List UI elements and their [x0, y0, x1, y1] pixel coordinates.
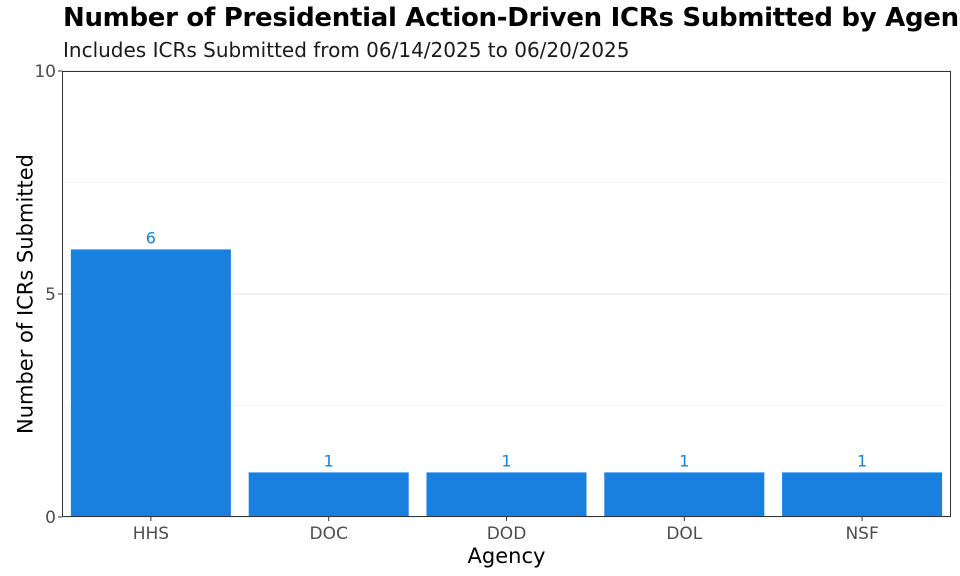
y-tick-label: 10	[34, 62, 56, 82]
x-axis-ticks: HHS DOC DOD DOL NSF	[133, 517, 879, 544]
x-tick-label-dod: DOD	[487, 524, 527, 544]
bar-dod	[426, 472, 587, 517]
y-tick-label: 5	[45, 285, 56, 305]
y-tick-label: 0	[45, 508, 56, 528]
y-axis-label: Number of ICRs Submitted	[13, 154, 37, 434]
bar-nsf	[782, 472, 943, 517]
data-label-dol: 1	[679, 451, 689, 470]
bar-hhs	[70, 249, 231, 517]
data-label-dod: 1	[501, 451, 511, 470]
data-label-doc: 1	[324, 451, 334, 470]
x-tick-label-hhs: HHS	[133, 524, 169, 544]
x-axis-label: Agency	[468, 544, 546, 568]
bar-dol	[604, 472, 765, 517]
x-tick-label-nsf: NSF	[845, 524, 878, 544]
plot-panel-border	[62, 71, 951, 517]
data-labels: 6 1 1 1 1	[146, 228, 867, 470]
bar-doc	[248, 472, 409, 517]
x-tick-label-dol: DOL	[666, 524, 702, 544]
bars	[70, 249, 943, 517]
chart-title: Number of Presidential Action-Driven ICR…	[63, 3, 960, 33]
chart-subtitle: Includes ICRs Submitted from 06/14/2025 …	[63, 38, 630, 62]
y-axis-ticks: 0 5 10	[34, 62, 62, 528]
x-tick-label-doc: DOC	[310, 524, 348, 544]
data-label-nsf: 1	[857, 451, 867, 470]
data-label-hhs: 6	[146, 228, 156, 247]
